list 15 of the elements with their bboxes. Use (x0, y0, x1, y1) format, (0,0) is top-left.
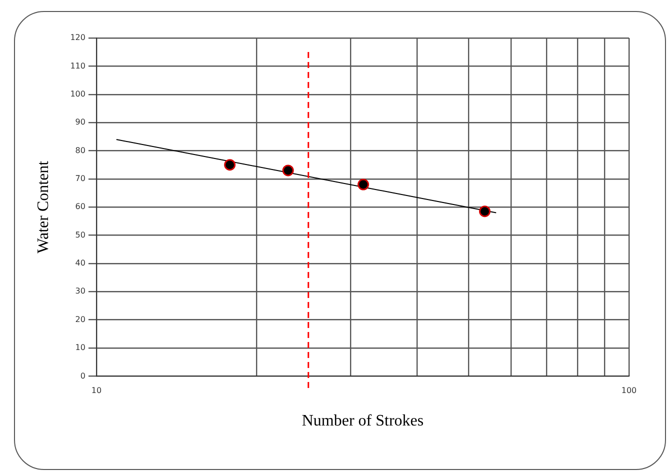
y-tick-label: 90 (75, 118, 86, 127)
y-tick-label: 120 (70, 33, 86, 42)
y-axis-title: Water Content (34, 160, 52, 254)
y-tick-label: 110 (70, 61, 86, 70)
x-axis-title: Number of Strokes (302, 412, 424, 430)
y-tick-label: 20 (75, 314, 86, 324)
y-tick-label: 40 (75, 258, 86, 268)
y-tick-label: 80 (75, 146, 86, 155)
y-tick-label: 0 (80, 371, 86, 380)
y-tick-label: 60 (75, 202, 86, 212)
y-tick-label: 10 (75, 343, 86, 352)
y-tick-label: 100 (70, 89, 86, 98)
y-tick-label: 70 (75, 174, 86, 183)
y-tick-label: 50 (75, 230, 86, 240)
y-tick-label: 30 (75, 286, 86, 296)
